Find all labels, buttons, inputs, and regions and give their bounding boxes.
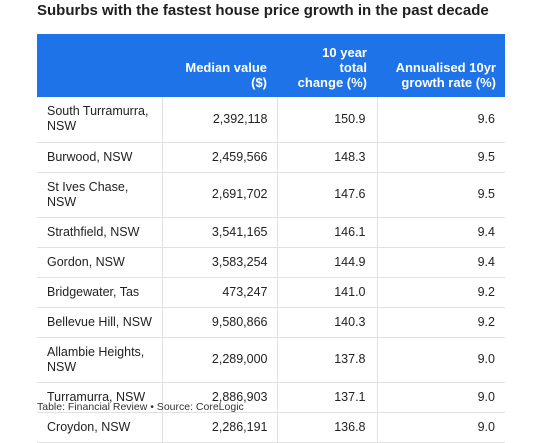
- header-total-change: 10 year total change (%): [277, 34, 377, 97]
- suburb-cell: Strathfield, NSW: [37, 217, 162, 248]
- header-change-line-2: total: [339, 60, 367, 75]
- suburb-cell: St Ives Chase, NSW: [37, 172, 162, 218]
- suburb-cell: Bellevue Hill, NSW: [37, 307, 162, 338]
- table-row: Burwood, NSW 2,459,566 148.3 9.5: [37, 142, 505, 173]
- median-value-cell: 2,691,702: [161, 172, 277, 218]
- table-row: Croydon, NSW 2,286,191 136.8 9.0: [37, 412, 505, 443]
- header-change-line-1: 10 year: [322, 45, 367, 60]
- header-median-value: Median value ($): [162, 34, 277, 97]
- table-row: Turramurra, NSW 2,886,903 137.1 9.0: [37, 382, 505, 413]
- median-value-cell: 2,459,566: [161, 142, 277, 173]
- total-change-cell: 141.0: [276, 277, 377, 308]
- median-value-cell: 3,583,254: [161, 247, 277, 278]
- total-change-cell: 150.9: [276, 97, 377, 143]
- suburb-cell: Bridgewater, Tas: [37, 277, 162, 308]
- total-change-cell: 136.8: [276, 412, 377, 443]
- source-note: Table: Financial Review • Source: CoreLo…: [37, 401, 244, 413]
- growth-rate-cell: 9.2: [376, 277, 505, 308]
- total-change-cell: 147.6: [276, 172, 377, 218]
- table-row: South Turramurra, NSW 2,392,118 150.9 9.…: [37, 97, 505, 143]
- total-change-cell: 140.3: [276, 307, 377, 338]
- growth-rate-cell: 9.2: [376, 307, 505, 338]
- suburb-cell: Turramurra, NSW: [37, 382, 162, 413]
- table-row: Strathfield, NSW 3,541,165 146.1 9.4: [37, 217, 505, 248]
- median-value-cell: 9,580,866: [161, 307, 277, 338]
- growth-rate-cell: 9.4: [376, 247, 505, 278]
- suburb-cell: South Turramurra, NSW: [37, 97, 162, 143]
- growth-rate-cell: 9.5: [376, 172, 505, 218]
- median-value-cell: 2,392,118: [161, 97, 277, 143]
- growth-rate-cell: 9.5: [376, 142, 505, 173]
- table-row: St Ives Chase, NSW 2,691,702 147.6 9.5: [37, 172, 505, 218]
- growth-rate-cell: 9.0: [376, 337, 505, 383]
- header-growth-rate: Annualised 10yr growth rate (%): [377, 34, 505, 97]
- growth-rate-cell: 9.4: [376, 217, 505, 248]
- total-change-cell: 148.3: [276, 142, 377, 173]
- header-median-line-1: Median value: [185, 60, 267, 75]
- header-median-line-2: ($): [251, 75, 267, 90]
- total-change-cell: 137.1: [276, 382, 377, 413]
- median-value-cell: 473,247: [161, 277, 277, 308]
- table-row: Allambie Heights, NSW 2,289,000 137.8 9.…: [37, 337, 505, 383]
- suburb-cell: Burwood, NSW: [37, 142, 162, 173]
- growth-rate-cell: 9.0: [376, 382, 505, 413]
- header-change-line-3: change (%): [297, 75, 367, 90]
- header-suburb: [37, 34, 162, 97]
- median-value-cell: 2,286,191: [161, 412, 277, 443]
- suburb-cell: Gordon, NSW: [37, 247, 162, 278]
- growth-rate-cell: 9.6: [376, 97, 505, 143]
- table-row: Gordon, NSW 3,583,254 144.9 9.4: [37, 247, 505, 278]
- price-growth-table: Median value ($) 10 year total change (%…: [37, 34, 505, 443]
- total-change-cell: 144.9: [276, 247, 377, 278]
- growth-rate-cell: 9.0: [376, 412, 505, 443]
- median-value-cell: 2,886,903: [161, 382, 277, 413]
- table-row: Bellevue Hill, NSW 9,580,866 140.3 9.2: [37, 307, 505, 338]
- header-growth-line-2: growth rate (%): [401, 75, 496, 90]
- header-growth-line-1: Annualised 10yr: [395, 60, 496, 75]
- suburb-cell: Allambie Heights, NSW: [37, 337, 162, 383]
- median-value-cell: 2,289,000: [161, 337, 277, 383]
- suburb-cell: Croydon, NSW: [37, 412, 162, 443]
- table-title: Suburbs with the fastest house price gro…: [37, 2, 489, 19]
- total-change-cell: 146.1: [276, 217, 377, 248]
- median-value-cell: 3,541,165: [161, 217, 277, 248]
- table-row: Bridgewater, Tas 473,247 141.0 9.2: [37, 277, 505, 308]
- header-row: Median value ($) 10 year total change (%…: [37, 34, 505, 97]
- total-change-cell: 137.8: [276, 337, 377, 383]
